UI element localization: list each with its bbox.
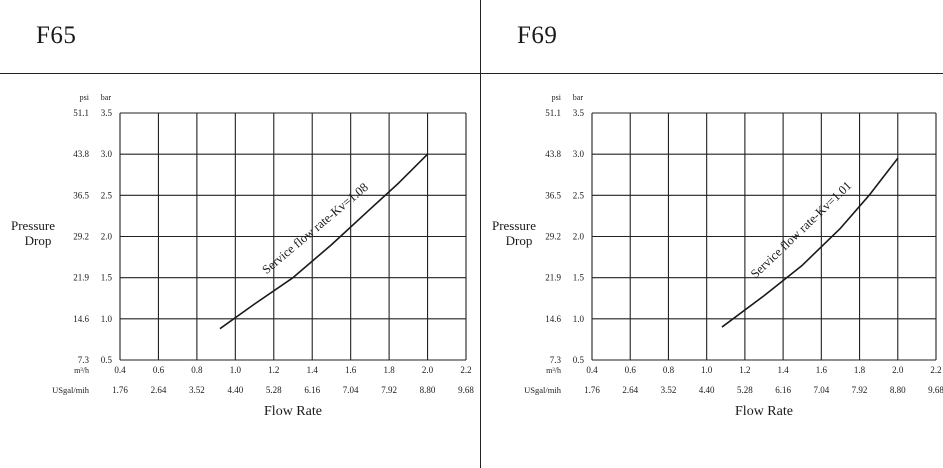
panel-title: F69 bbox=[517, 22, 558, 49]
y-tick-label-psi: 36.5 bbox=[73, 190, 89, 200]
x-tick-label-usgal: 9.68 bbox=[928, 385, 943, 395]
x-tick-label-m3h: 0.8 bbox=[663, 365, 675, 375]
x-tick-label-m3h: 0.6 bbox=[153, 365, 165, 375]
y-tick-label-psi: 7.3 bbox=[550, 355, 562, 365]
x-tick-label-usgal: 7.92 bbox=[381, 385, 397, 395]
x-tick-label-m3h: 1.4 bbox=[307, 365, 319, 375]
y-unit-psi: psi bbox=[80, 93, 90, 102]
y-tick-label-bar: 3.0 bbox=[573, 149, 585, 159]
pressure-drop-chart-f69: psi bar 7.3 0.5 14.6 1.0 21.9 1.5 29.2 2.0 36.5 2.5… bbox=[492, 93, 943, 419]
x-tick-label-usgal: 3.52 bbox=[661, 385, 677, 395]
y-tick-label-bar: 1.5 bbox=[573, 273, 585, 283]
y-tick-label-bar: 1.5 bbox=[101, 273, 113, 283]
y-tick-label-bar: 3.5 bbox=[573, 108, 585, 118]
x-tick-label-m3h: 1.4 bbox=[777, 365, 789, 375]
y-tick-label-bar: 0.5 bbox=[101, 355, 113, 365]
y-tick-label-psi: 29.2 bbox=[545, 232, 561, 242]
x-tick-label-usgal: 1.76 bbox=[584, 385, 600, 395]
x-tick-label-usgal: 3.52 bbox=[189, 385, 205, 395]
x-tick-label-usgal: 1.76 bbox=[112, 385, 128, 395]
x-tick-label-m3h: 1.6 bbox=[345, 365, 357, 375]
panel-title: F65 bbox=[36, 22, 77, 49]
y-tick-label-bar: 1.0 bbox=[573, 314, 585, 324]
x-tick-label-m3h: 1.8 bbox=[854, 365, 866, 375]
chart-panel-f69: F69 psi bar 7.3 0.5 14.6 1.0 21.9 1.5 29.2 2.0 36.… bbox=[481, 0, 943, 468]
x-tick-label-usgal: 2.64 bbox=[151, 385, 167, 395]
y-tick-label-bar: 2.5 bbox=[573, 190, 585, 200]
x-axis-title: Flow Rate bbox=[264, 404, 322, 419]
series-line-kv bbox=[721, 157, 899, 328]
x-tick-label-m3h: 0.4 bbox=[586, 365, 598, 375]
x-tick-label-m3h: 1.0 bbox=[230, 365, 242, 375]
y-unit-bar: bar bbox=[573, 93, 584, 102]
x-tick-label-m3h: 0.4 bbox=[114, 365, 126, 375]
x-tick-label-usgal: 5.28 bbox=[266, 385, 282, 395]
y-tick-label-psi: 51.1 bbox=[73, 108, 89, 118]
y-tick-label-psi: 29.2 bbox=[73, 232, 89, 242]
y-tick-label-psi: 51.1 bbox=[545, 108, 561, 118]
series-label-kv: Service flow rate-Kv=1.08 bbox=[259, 180, 370, 277]
x-unit-usgal: USgal/mih bbox=[524, 385, 562, 395]
title-divider bbox=[0, 73, 480, 74]
x-tick-label-m3h: 1.6 bbox=[816, 365, 828, 375]
x-unit-m3h: m³/h bbox=[546, 366, 561, 375]
x-tick-label-m3h: 1.8 bbox=[383, 365, 395, 375]
y-unit-bar: bar bbox=[101, 93, 112, 102]
y-tick-label-psi: 21.9 bbox=[545, 273, 561, 283]
y-tick-label-psi: 21.9 bbox=[73, 273, 89, 283]
x-tick-label-usgal: 5.28 bbox=[737, 385, 753, 395]
y-tick-label-bar: 3.0 bbox=[101, 149, 113, 159]
x-tick-label-m3h: 2.0 bbox=[422, 365, 434, 375]
x-tick-label-usgal: 4.40 bbox=[227, 385, 243, 395]
x-tick-label-usgal: 7.04 bbox=[343, 385, 359, 395]
x-axis-title: Flow Rate bbox=[735, 404, 793, 419]
y-tick-label-bar: 3.5 bbox=[101, 108, 113, 118]
x-unit-m3h: m³/h bbox=[74, 366, 89, 375]
y-tick-label-bar: 2.0 bbox=[101, 232, 113, 242]
y-unit-psi: psi bbox=[552, 93, 562, 102]
y-tick-label-psi: 14.6 bbox=[73, 314, 89, 324]
x-tick-label-usgal: 9.68 bbox=[458, 385, 474, 395]
x-tick-label-m3h: 1.2 bbox=[739, 365, 750, 375]
x-tick-label-m3h: 0.6 bbox=[625, 365, 637, 375]
x-tick-label-usgal: 7.04 bbox=[813, 385, 829, 395]
x-tick-label-usgal: 2.64 bbox=[622, 385, 638, 395]
y-tick-label-psi: 43.8 bbox=[73, 149, 89, 159]
x-tick-label-usgal: 7.92 bbox=[852, 385, 868, 395]
y-axis-title-line2: Drop bbox=[25, 233, 52, 248]
y-tick-label-psi: 43.8 bbox=[545, 149, 561, 159]
x-tick-label-usgal: 6.16 bbox=[304, 385, 320, 395]
x-tick-label-m3h: 2.0 bbox=[892, 365, 904, 375]
y-axis-title-line2: Drop bbox=[506, 233, 533, 248]
pressure-drop-chart-f65: psi bar 7.3 0.5 14.6 1.0 21.9 1.5 29.2 2.0 36.5 2.5… bbox=[11, 93, 474, 419]
x-tick-label-m3h: 1.2 bbox=[268, 365, 279, 375]
x-tick-label-usgal: 6.16 bbox=[775, 385, 791, 395]
y-tick-label-psi: 14.6 bbox=[545, 314, 561, 324]
x-tick-label-m3h: 1.0 bbox=[701, 365, 713, 375]
y-tick-label-psi: 36.5 bbox=[545, 190, 561, 200]
x-tick-label-m3h: 2.2 bbox=[460, 365, 471, 375]
x-unit-usgal: USgal/mih bbox=[52, 385, 90, 395]
x-tick-label-usgal: 8.80 bbox=[890, 385, 906, 395]
chart-panel-f65: F65 psi bar 7.3 0.5 14.6 1.0 21.9 1.5 29.2 2.0 36.… bbox=[0, 0, 481, 468]
y-tick-label-bar: 2.0 bbox=[573, 232, 585, 242]
y-axis-title-line1: Pressure bbox=[492, 218, 536, 233]
y-tick-label-bar: 1.0 bbox=[101, 314, 113, 324]
y-tick-label-psi: 7.3 bbox=[78, 355, 90, 365]
y-tick-label-bar: 2.5 bbox=[101, 190, 113, 200]
y-tick-label-bar: 0.5 bbox=[573, 355, 585, 365]
x-tick-label-usgal: 4.40 bbox=[699, 385, 715, 395]
x-tick-label-m3h: 0.8 bbox=[191, 365, 203, 375]
x-tick-label-usgal: 8.80 bbox=[420, 385, 436, 395]
y-axis-title-line1: Pressure bbox=[11, 218, 55, 233]
title-divider bbox=[481, 73, 943, 74]
series-line-kv bbox=[219, 153, 429, 330]
x-tick-label-m3h: 2.2 bbox=[930, 365, 941, 375]
